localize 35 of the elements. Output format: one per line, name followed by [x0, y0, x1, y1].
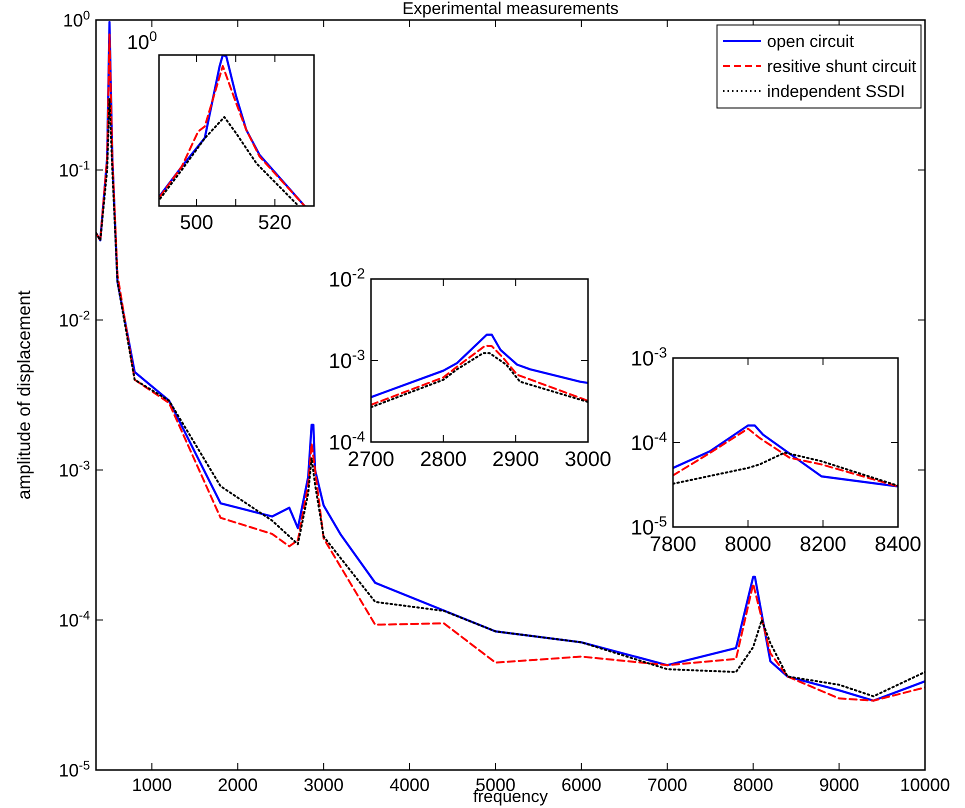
y-tick-label: 10$^{-3}$ [630, 345, 667, 370]
legend-label: open circuit [767, 32, 854, 51]
y-tick-label: 10$^{-5}$ [58, 758, 90, 780]
y-tick-label: 10$^{-4}$ [630, 430, 667, 455]
y-tick-label: 10$^{-3}$ [328, 348, 365, 373]
y-tick-label: 10$^{-4}$ [58, 608, 90, 630]
chart-title: Experimental measurements [402, 0, 619, 18]
y-tick-label: 10$^{-2}$ [328, 266, 365, 292]
x-tick-label: 10000 [900, 775, 950, 795]
y-tick-label: 10$^{-1}$ [58, 158, 90, 180]
x-tick-label: 500 [180, 212, 214, 234]
x-tick-label: 8200 [800, 533, 846, 556]
legend-label: resitive shunt circuit [767, 57, 917, 76]
y-tick-label: 10$^{-2}$ [58, 308, 90, 330]
x-tick-label: 9000 [819, 775, 860, 795]
x-tick-label: 4000 [390, 775, 430, 795]
x-tick-label: 1000 [132, 775, 172, 795]
x-tick-label: 7000 [647, 775, 688, 795]
x-tick-label: 2000 [218, 775, 258, 795]
line-series [371, 334, 588, 398]
y-axis-title: amplitude of displacement [14, 290, 34, 500]
y-tick-label: 10$^{0}$ [62, 8, 90, 30]
x-tick-label: 8000 [733, 775, 774, 795]
x-tick-label: 520 [258, 212, 292, 234]
x-tick-label: 2800 [420, 448, 467, 471]
legend-label: independent SSDI [767, 82, 905, 101]
x-tick-label: 8400 [874, 533, 922, 556]
line-series [371, 344, 588, 406]
x-tick-label: 8000 [724, 533, 772, 556]
y-tick-label: 10$^{-3}$ [58, 458, 90, 480]
x-tick-label: 6000 [561, 775, 602, 795]
x-tick-label: 2900 [492, 448, 540, 471]
x-tick-label: 3000 [304, 775, 344, 795]
x-tick-label: 3000 [564, 448, 612, 471]
annotation: 10$^{0}$ [126, 28, 158, 54]
